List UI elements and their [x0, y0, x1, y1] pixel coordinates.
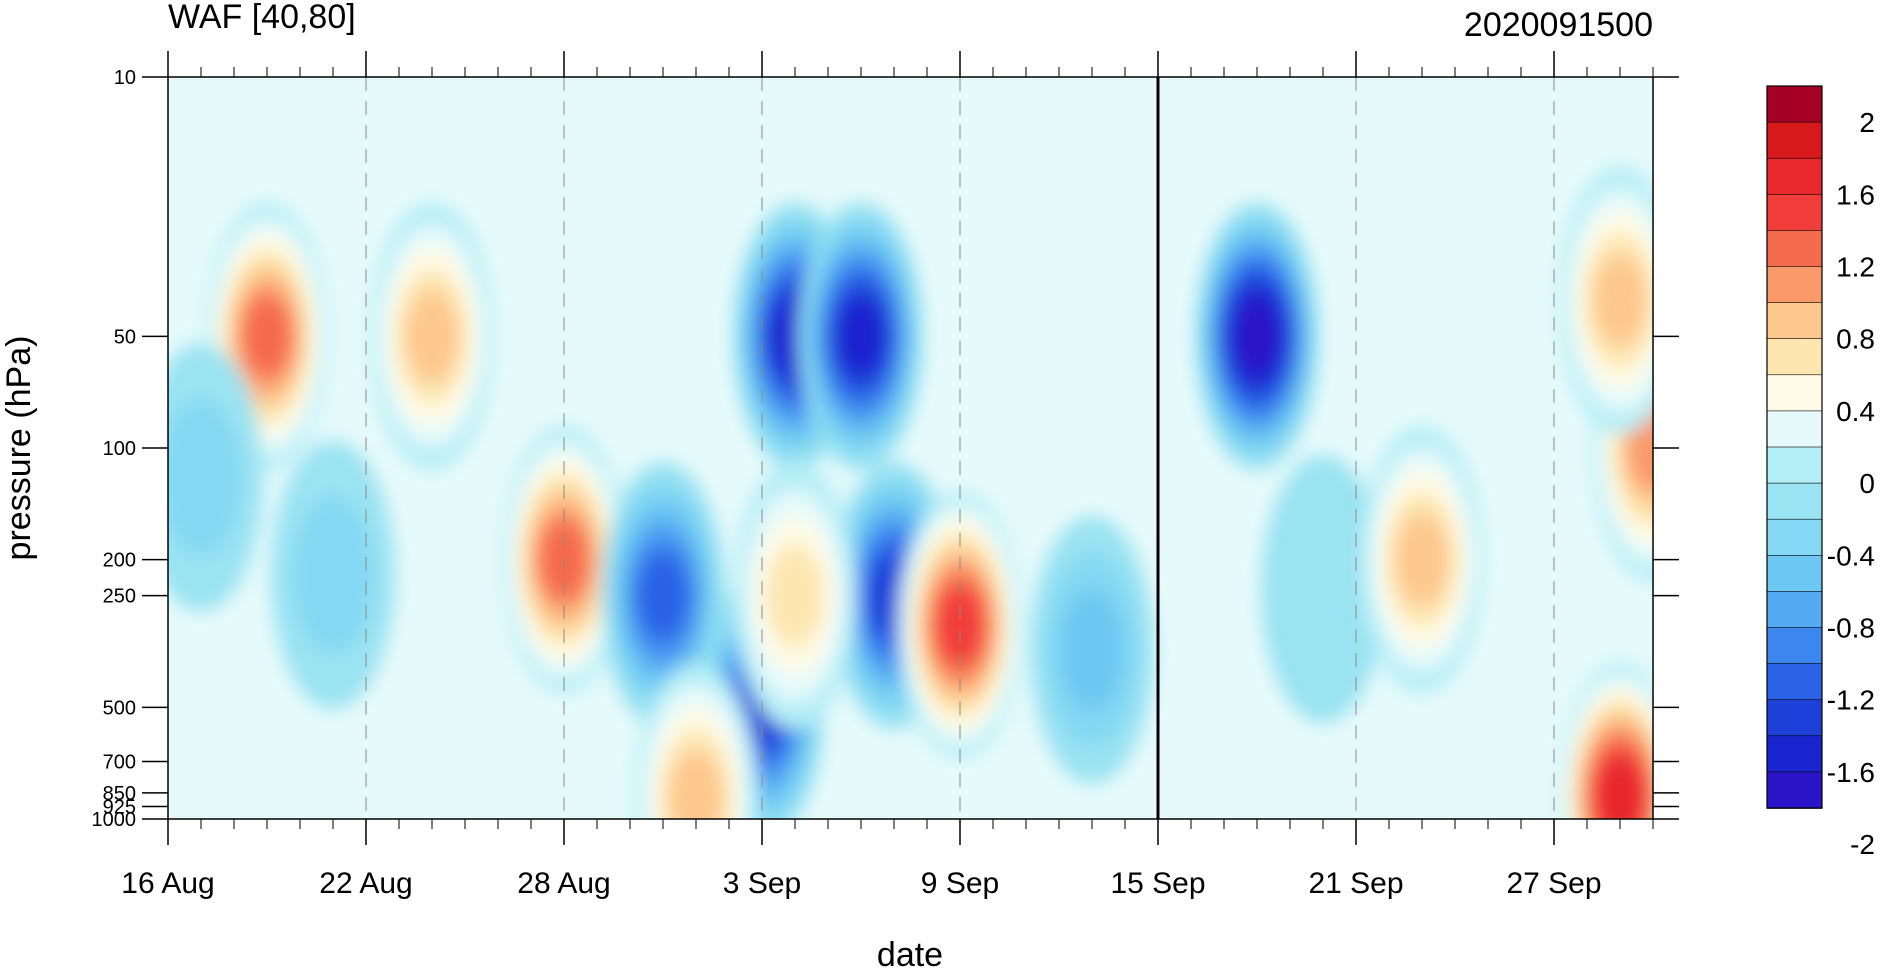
colorbar-swatch [1766, 194, 1823, 232]
colorbar-label: 1.6 [1836, 179, 1875, 210]
colorbar-swatch [1766, 482, 1823, 521]
colorbar-swatch [1766, 518, 1823, 557]
colorbar-label: 2 [1859, 107, 1875, 138]
feature-4 [799, 202, 923, 471]
colorbar-swatch [1766, 230, 1823, 268]
band-8-4 [766, 544, 824, 648]
y-tick-label: 50 [114, 326, 136, 348]
feature-18 [1360, 425, 1484, 694]
x-tick-label: 21 Sep [1308, 867, 1403, 900]
band-9-8 [936, 587, 984, 663]
colorbar-swatch [1766, 157, 1823, 196]
feature-1 [370, 202, 494, 471]
colorbar-swatch [1766, 121, 1823, 159]
colorbar-swatch [1766, 266, 1823, 304]
band-1-5 [405, 290, 459, 383]
y-tick-label: 700 [103, 752, 136, 774]
feature-11 [1030, 515, 1154, 784]
x-tick-label: 15 Sep [1110, 867, 1205, 900]
feature-17 [1261, 455, 1385, 724]
colorbar-swatch [1766, 663, 1823, 701]
band-4-8 [837, 298, 885, 375]
x-tick-label: 22 Aug [319, 867, 412, 900]
feature-16 [271, 441, 395, 710]
plot-area [167, 76, 1654, 820]
band-5-6 [637, 553, 689, 638]
colorbar-label: -1.6 [1827, 757, 1875, 788]
colorbar-swatch [1766, 591, 1823, 629]
band-11-3 [1059, 589, 1125, 711]
feature-14 [634, 662, 758, 819]
feature-5 [601, 461, 725, 730]
colorbar-swatch [1766, 735, 1823, 773]
feature-12 [1558, 662, 1653, 819]
band-14-5 [669, 750, 723, 819]
colorbar-swatch [1766, 338, 1823, 376]
colorbar-label: 0 [1859, 468, 1875, 499]
x-tick-label: 9 Sep [921, 867, 999, 900]
chart-date-stamp: 2020091500 [1464, 6, 1653, 44]
y-tick-label: 200 [103, 550, 136, 572]
band-0-7 [242, 296, 292, 377]
chart-title: WAF [40,80] [168, 0, 356, 36]
band-16-2 [293, 496, 373, 655]
x-axis-label: date [877, 936, 943, 969]
feature-8 [733, 461, 857, 730]
feature-9 [898, 491, 1022, 760]
colorbar-label: -0.4 [1827, 540, 1875, 571]
x-tick-label: 16 Aug [121, 867, 214, 900]
feature-0 [205, 202, 329, 471]
band-10-9 [1234, 300, 1280, 373]
colorbar-swatch [1766, 410, 1823, 448]
band-18-5 [1395, 513, 1449, 606]
y-tick-label: 1000 [92, 809, 137, 831]
x-axis: 16 Aug 22 Aug 28 Aug 3 Sep 9 Sep 15 Sep 21 Sep… [121, 51, 1654, 900]
x-tick-label: 3 Sep [723, 867, 801, 900]
band-19-5 [1593, 254, 1647, 347]
colorbar-label: 1.2 [1836, 252, 1875, 283]
feature-10 [1195, 202, 1319, 471]
band-15-2 [168, 398, 241, 557]
colorbar-label: 0.8 [1836, 324, 1875, 355]
colorbar-swatch [1766, 302, 1823, 340]
feature-19 [1558, 166, 1653, 435]
band-17-1 [1261, 455, 1385, 724]
colorbar-swatch [1766, 85, 1823, 123]
colorbar: 2 1.6 1.2 0.8 0.4 0 -0.4 -0.8 -1.2 -1.6 -2 [1766, 85, 1875, 860]
y-tick-label: 925 [103, 796, 136, 818]
feature-15 [168, 343, 263, 612]
contour-field [168, 166, 1653, 819]
y-tick-label: 250 [103, 586, 136, 608]
colorbar-swatch [1766, 554, 1823, 593]
y-tick-label: 500 [103, 697, 136, 719]
colorbar-label: -2 [1850, 829, 1875, 860]
colorbar-label: -1.2 [1827, 685, 1875, 716]
colorbar-label: -0.8 [1827, 613, 1875, 644]
x-tick-label: 28 Aug [517, 867, 610, 900]
band-12-9 [1597, 760, 1643, 819]
y-axis-label: pressure (hPa) [0, 336, 38, 561]
colorbar-frame [1766, 85, 1823, 809]
colorbar-swatch [1766, 699, 1823, 737]
colorbar-swatch [1766, 446, 1823, 484]
colorbar-swatch [1766, 627, 1823, 665]
y-tick-label: 100 [103, 438, 136, 460]
colorbar-label: 0.4 [1836, 396, 1875, 427]
colorbar-swatch [1766, 771, 1823, 809]
colorbar-swatch [1766, 374, 1823, 412]
y-tick-label: 10 [114, 67, 136, 89]
y-tick-label: 850 [103, 783, 136, 805]
x-tick-label: 27 Sep [1506, 867, 1601, 900]
contour-bands [168, 166, 1653, 819]
